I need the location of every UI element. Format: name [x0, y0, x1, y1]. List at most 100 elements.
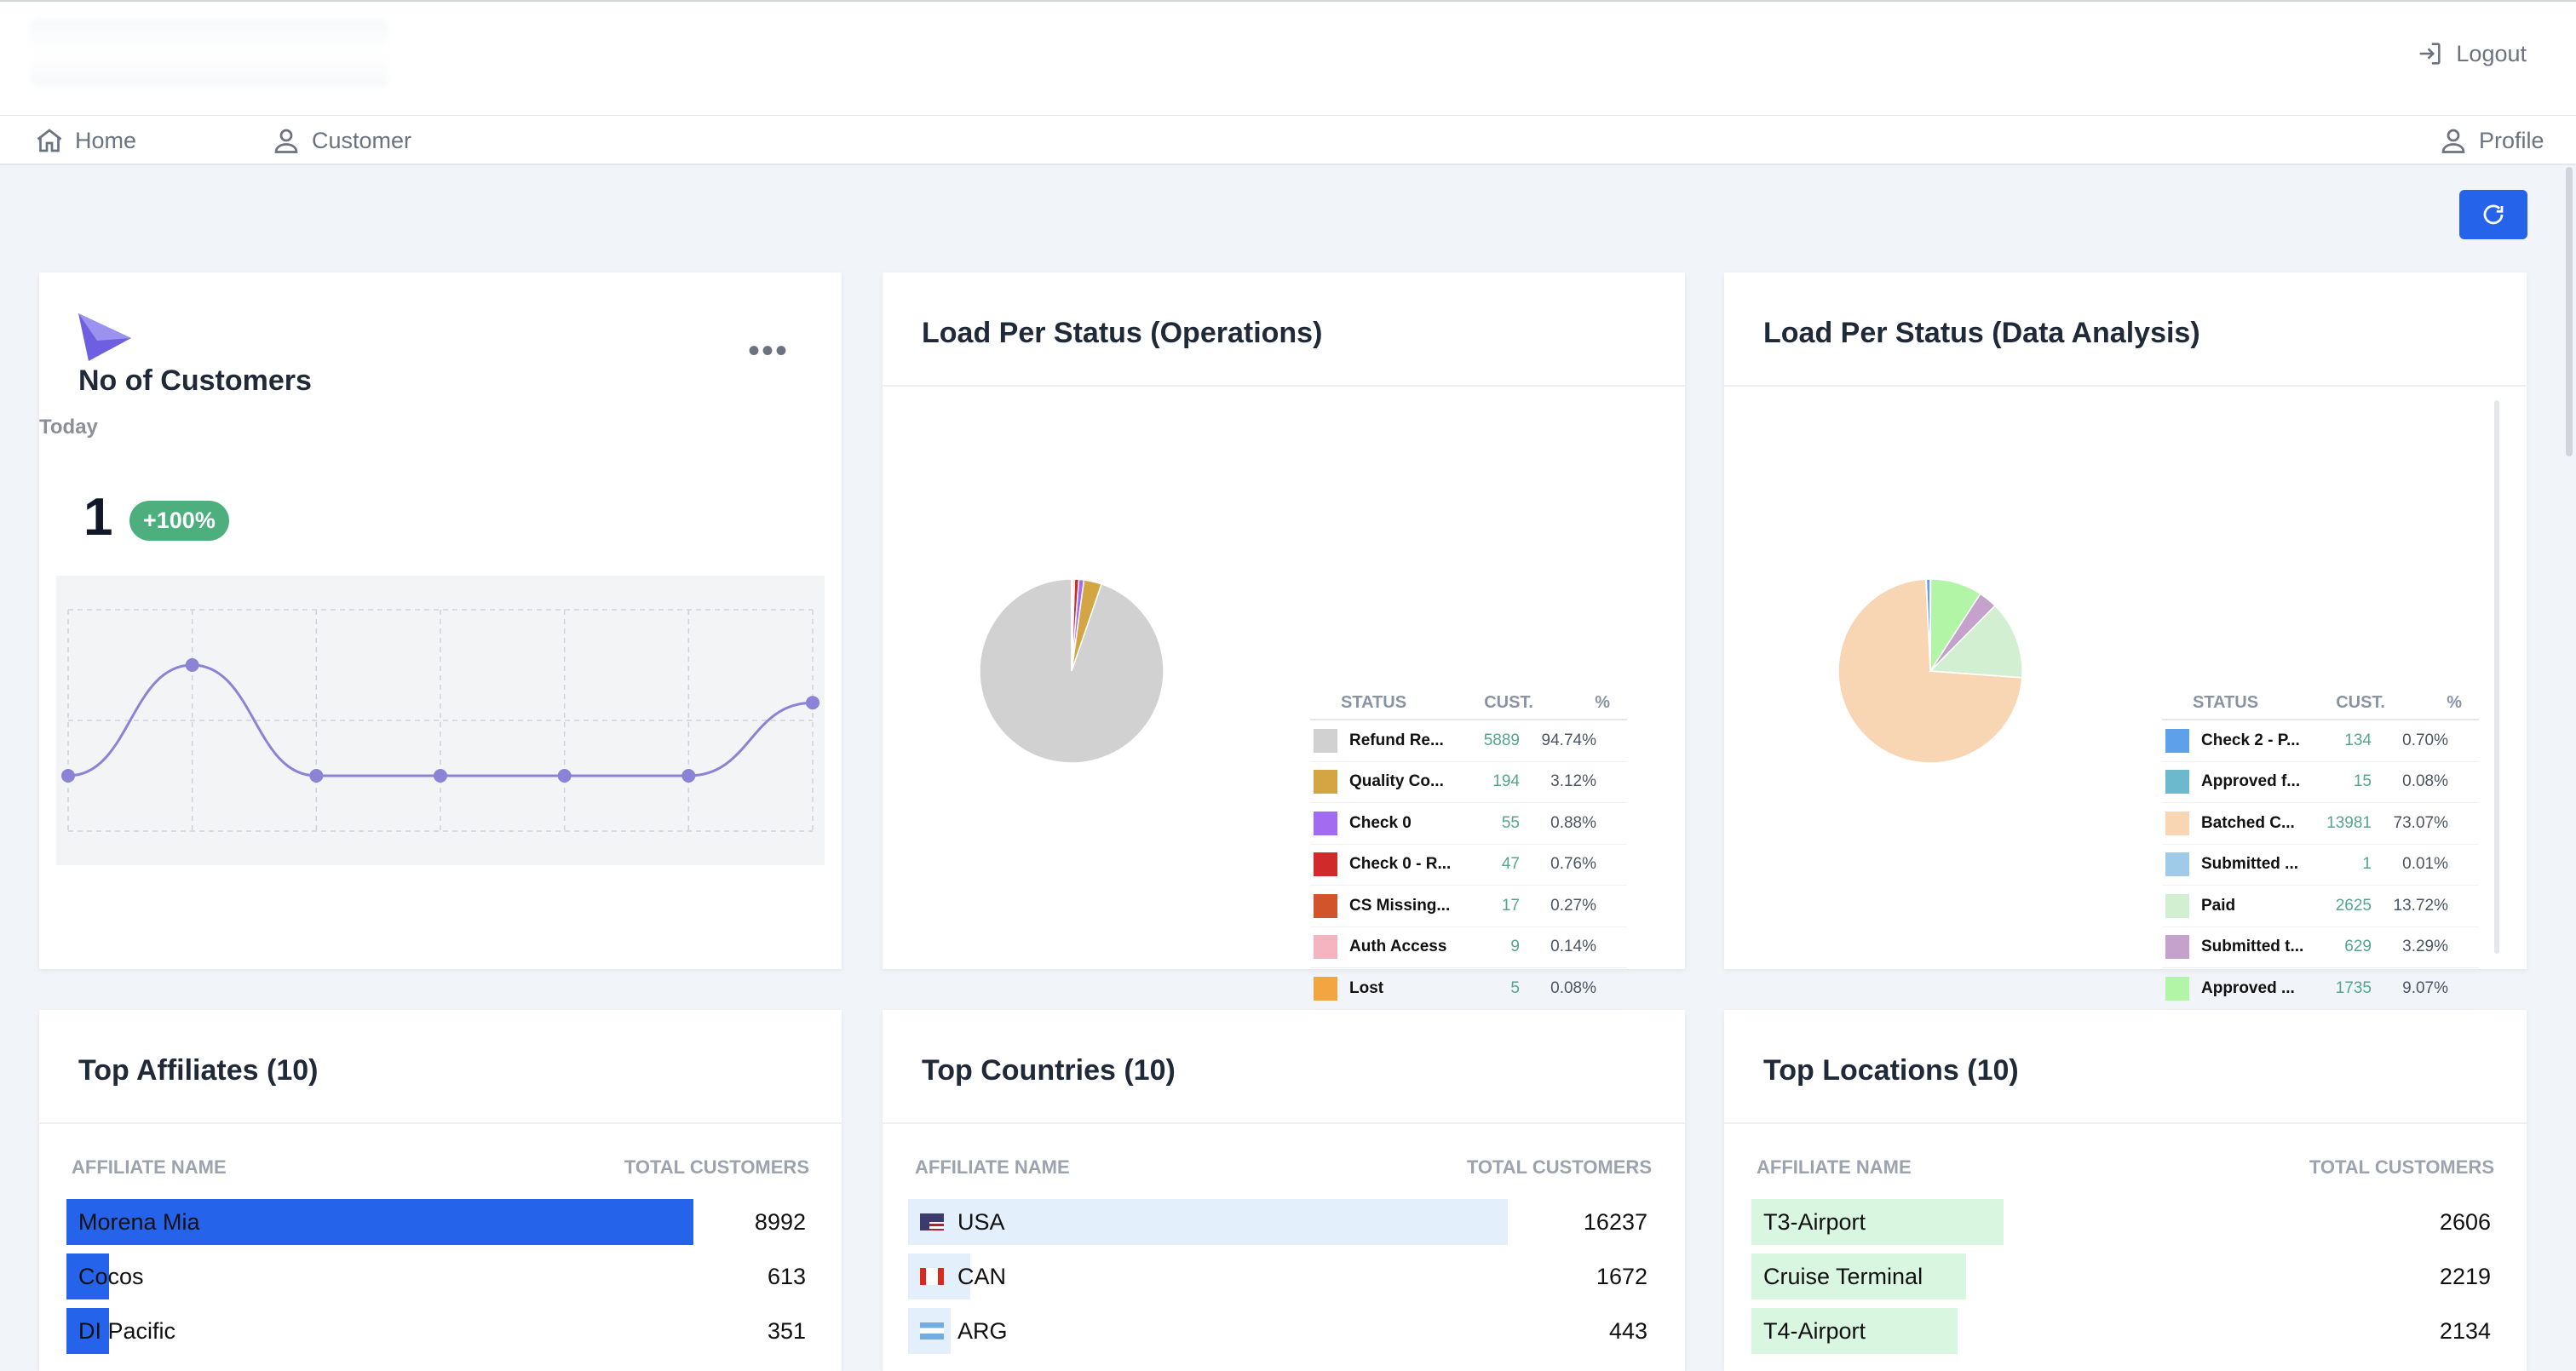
status-color-swatch [1314, 770, 1337, 794]
status-pct: 0.08% [2402, 772, 2448, 791]
data-point[interactable] [681, 769, 696, 783]
status-row: Lost 5 0.08% [1310, 968, 1627, 1010]
status-color-swatch [2165, 811, 2189, 835]
table-scrollbar[interactable] [2494, 400, 2499, 954]
page-scrollbar-thumb[interactable] [2566, 167, 2573, 456]
status-cust: 2625 [2335, 896, 2372, 915]
status-name: Batched C... [2201, 813, 2295, 832]
status-name: Lost [1349, 978, 1384, 997]
list-item-value: 613 [767, 1264, 806, 1289]
list-item-label: Cocos [78, 1253, 144, 1299]
list-item-label: USA [920, 1199, 1005, 1245]
value-bar [66, 1308, 109, 1354]
data-point[interactable] [557, 769, 572, 783]
top-locations-title: Top Locations (10) [1763, 1054, 2019, 1087]
status-color-swatch [1314, 811, 1337, 835]
more-options-button[interactable]: ••• [748, 332, 790, 370]
list-item[interactable]: Cruise Terminal 2219 [1751, 1253, 2491, 1299]
nav-profile[interactable]: Profile [2438, 116, 2544, 165]
status-pct: 0.76% [1550, 855, 1596, 874]
status-color-swatch [2165, 728, 2189, 753]
status-pct: 13.72% [2393, 896, 2448, 915]
status-cust: 5889 [1483, 731, 1520, 749]
nav-home-label: Home [75, 127, 137, 153]
page-scrollbar[interactable] [2562, 165, 2576, 1371]
locations-list: T3-Airport 2606 Cruise Terminal 2219 T4-Airp… [1751, 1199, 2491, 1371]
list-item-name: ARG [957, 1318, 1008, 1344]
customers-title: No of Customers [78, 364, 312, 397]
list-item-value: 2134 [2439, 1318, 2491, 1344]
status-cust: 9 [1510, 938, 1520, 956]
status-row: Submitted t... 629 3.29% [2162, 927, 2479, 968]
flag-us-icon [920, 1213, 944, 1230]
status-row: Batched C... 13981 73.07% [2162, 803, 2479, 845]
list-item[interactable]: USA 16237 [908, 1199, 1647, 1245]
status-name: Auth Access [1349, 938, 1447, 956]
value-bar [66, 1253, 110, 1299]
status-color-swatch [1314, 728, 1337, 753]
list-item[interactable]: Morena Mia 8992 [66, 1199, 806, 1245]
divider [39, 1122, 842, 1124]
table-header: STATUS CUST.% [2162, 686, 2479, 720]
status-color-swatch [1314, 852, 1337, 877]
list-item[interactable]: T3-Airport 2606 [1751, 1199, 2491, 1245]
locations-col-name: AFFILIATE NAME [1757, 1156, 1912, 1178]
operations-title: Load Per Status (Operations) [922, 317, 1323, 349]
status-pct: 0.70% [2402, 731, 2448, 749]
list-item-name: T4-Airport [1763, 1318, 1866, 1344]
list-item[interactable]: CAN 1672 [908, 1253, 1647, 1299]
status-row: Refund Re... 5889 94.74% [1310, 720, 1627, 762]
data-point[interactable] [806, 696, 819, 710]
value-bar [908, 1199, 1508, 1245]
divider [883, 385, 1685, 387]
status-pct: 94.74% [1541, 731, 1596, 749]
data-point[interactable] [185, 658, 199, 672]
pie-slice[interactable] [1929, 605, 2023, 679]
status-pct: 0.27% [1550, 896, 1596, 915]
status-name: Approved ... [2201, 978, 2295, 997]
status-color-swatch [1314, 893, 1337, 918]
status-color-swatch [2165, 770, 2189, 794]
status-row: Check 0 - R... 47 0.76% [1310, 845, 1627, 886]
nav-customer[interactable]: Customer [271, 116, 411, 165]
refresh-icon [2483, 204, 2504, 225]
list-item-label: Cruise Terminal [1763, 1253, 1923, 1299]
status-color-swatch [2165, 852, 2189, 877]
logout-button[interactable]: Logout [2415, 39, 2527, 68]
countries-list: USA 16237 CAN 1672 ARG 443 [908, 1199, 1647, 1371]
status-name: Submitted ... [2201, 855, 2298, 874]
list-item[interactable]: DI Pacific 351 [66, 1308, 806, 1354]
value-bar [1751, 1199, 2004, 1245]
table-header: STATUS CUST.% [1310, 686, 1627, 720]
status-name: Check 0 [1349, 813, 1412, 832]
status-name: Refund Re... [1349, 731, 1444, 749]
logo [31, 19, 388, 87]
nav-home[interactable]: Home [34, 116, 136, 165]
status-pct: 9.07% [2402, 978, 2448, 997]
status-color-swatch [2165, 935, 2189, 960]
list-item-value: 8992 [754, 1209, 806, 1235]
status-color-swatch [1314, 976, 1337, 1001]
list-item-name: Cocos [78, 1264, 144, 1289]
header-status: STATUS [1341, 692, 1407, 712]
status-row: Approved ... 1735 9.07% [2162, 968, 2479, 1010]
status-name: Submitted t... [2201, 938, 2304, 956]
status-name: Paid [2201, 896, 2236, 915]
list-item[interactable]: T4-Airport 2134 [1751, 1308, 2491, 1354]
data-point[interactable] [309, 769, 324, 783]
user-icon [274, 129, 298, 153]
refresh-button[interactable] [2459, 190, 2527, 239]
status-cust: 47 [1501, 855, 1520, 874]
value-bar [66, 1199, 693, 1245]
affiliates-col-total: TOTAL CUSTOMERS [624, 1156, 809, 1178]
data-point[interactable] [434, 769, 447, 783]
customers-line-chart [56, 576, 825, 865]
status-pct: 0.08% [1550, 978, 1596, 997]
data-point[interactable] [61, 769, 75, 783]
list-item[interactable]: Cocos 613 [66, 1253, 806, 1299]
list-item-name: DI Pacific [78, 1318, 176, 1344]
locations-col-total: TOTAL CUSTOMERS [2309, 1156, 2494, 1178]
status-name: Check 2 - P... [2201, 731, 2300, 749]
list-item[interactable]: ARG 443 [908, 1308, 1647, 1354]
home-icon [37, 129, 62, 152]
